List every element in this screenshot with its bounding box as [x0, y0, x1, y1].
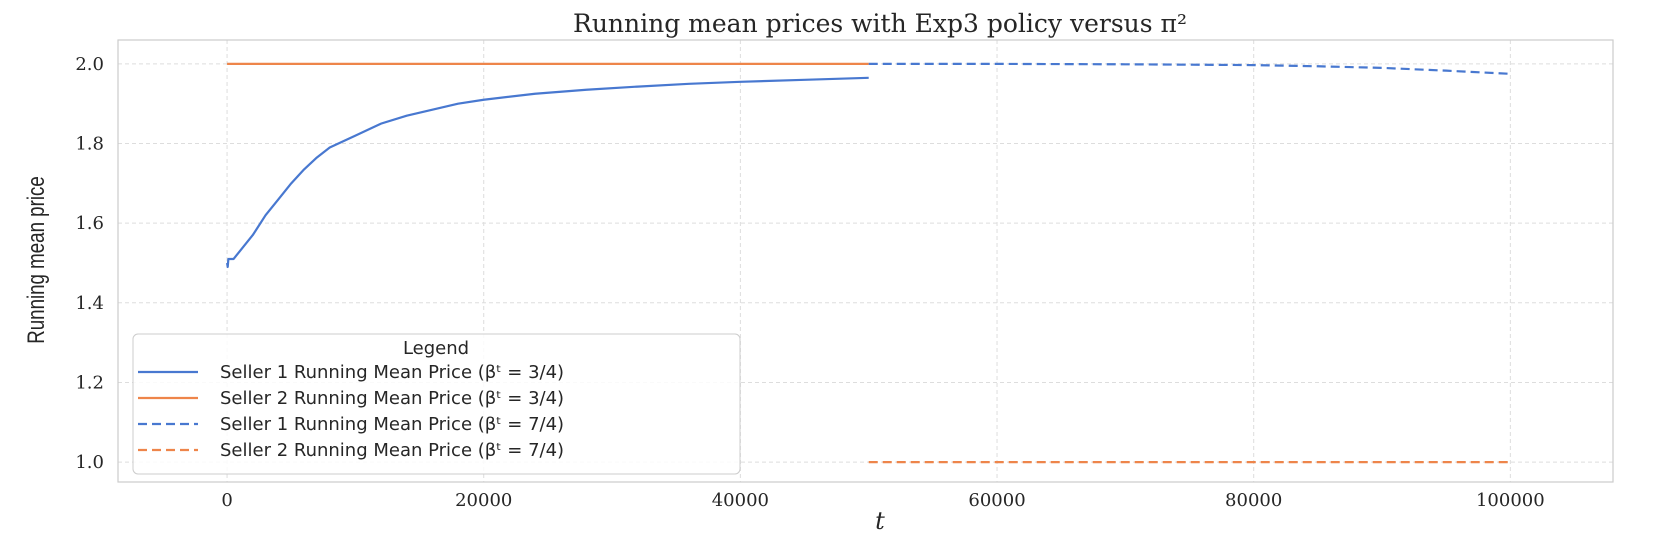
y-tick-label: 1.0 [75, 452, 104, 473]
legend: Legend Seller 1 Running Mean Price (βᵗ =… [132, 333, 741, 475]
chart-title: Running mean prices with Exp3 policy ver… [573, 9, 1187, 38]
series-line-1 [225, 76, 869, 269]
y-axis-label: Running mean price [23, 176, 50, 344]
legend-title: Legend [403, 338, 469, 359]
y-tick-label: 1.4 [75, 293, 104, 314]
x-tick-label: 100000 [1476, 490, 1545, 511]
x-tick-label: 0 [221, 490, 232, 511]
legend-label: Seller 1 Running Mean Price (βᵗ = 3/4) [220, 362, 564, 383]
series-layer [225, 62, 1511, 464]
y-tick-label: 1.8 [75, 134, 104, 155]
legend-box [132, 333, 741, 475]
x-axis-label: t [875, 507, 885, 535]
x-tick-label: 40000 [712, 490, 769, 511]
legend-items: Seller 1 Running Mean Price (βᵗ = 3/4) Se… [138, 362, 564, 461]
y-tick-label: 1.2 [75, 372, 104, 393]
grid [118, 40, 1613, 482]
x-ticks: 0 20000 40000 60000 80000 100000 [221, 490, 1544, 511]
legend-label: Seller 1 Running Mean Price (βᵗ = 7/4) [220, 414, 564, 435]
y-tick-label: 2.0 [75, 54, 104, 75]
legend-label: Seller 2 Running Mean Price (βᵗ = 7/4) [220, 440, 564, 461]
x-tick-label: 20000 [455, 490, 512, 511]
y-ticks: 1.0 1.2 1.4 1.6 1.8 2.0 [75, 54, 104, 473]
x-tick-label: 60000 [968, 490, 1025, 511]
plot-frame [117, 39, 1614, 483]
series-line-3 [868, 62, 1511, 75]
legend-label: Seller 2 Running Mean Price (βᵗ = 3/4) [220, 388, 564, 409]
x-tick-label: 80000 [1225, 490, 1282, 511]
y-tick-label: 1.6 [75, 213, 104, 234]
